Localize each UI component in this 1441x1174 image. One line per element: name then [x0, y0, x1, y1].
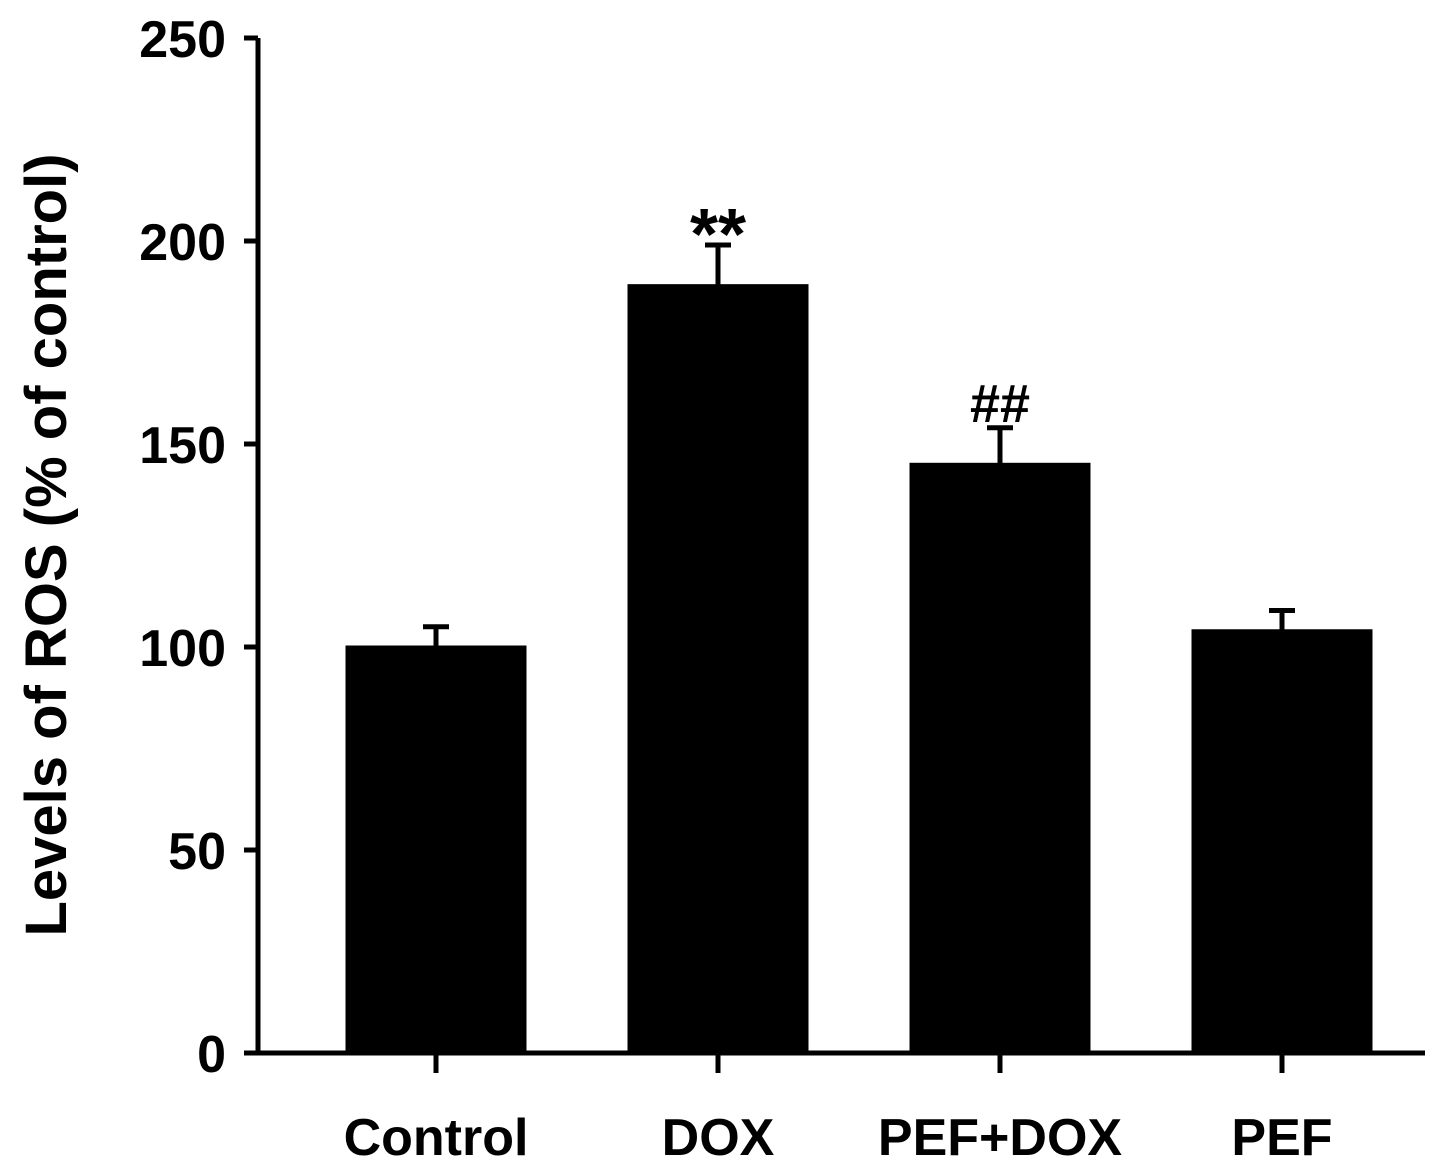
bar-pef [1191, 629, 1373, 1055]
x-tick-label: PEF [1231, 1109, 1332, 1167]
y-tick-label: 150 [139, 417, 226, 475]
y-tick-label: 0 [197, 1026, 226, 1084]
y-tick-label: 200 [139, 214, 226, 272]
y-tick-label: 100 [139, 620, 226, 678]
x-tick-label: Control [344, 1109, 529, 1167]
x-tick-label: DOX [662, 1109, 775, 1167]
y-tick-label: 50 [168, 823, 226, 881]
x-tick-label: PEF+DOX [878, 1109, 1122, 1167]
y-tick-label: 250 [139, 11, 226, 69]
bar-dox [627, 284, 809, 1055]
y-axis-label: Levels of ROS (% of control) [14, 153, 79, 936]
bar-control [345, 645, 527, 1055]
bar-pef-dox [909, 462, 1091, 1055]
significance-label: ** [690, 195, 746, 275]
significance-label: ## [970, 374, 1030, 434]
